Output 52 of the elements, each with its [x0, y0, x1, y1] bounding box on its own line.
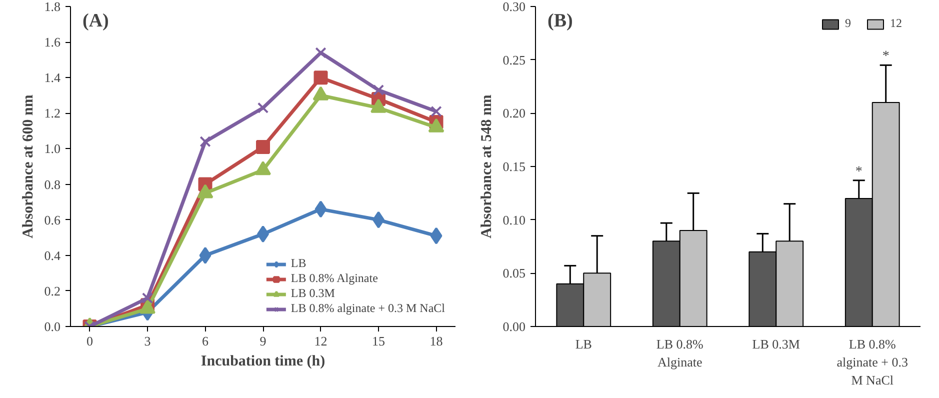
- y-tick-label: 0.10: [502, 212, 526, 228]
- x-tick-label: 3: [144, 334, 151, 348]
- y-tick-label: 0.2: [44, 283, 60, 298]
- y-tick-label: 0.8: [44, 176, 60, 192]
- point: [142, 292, 154, 304]
- point: [314, 70, 328, 85]
- legend-label: 12: [890, 16, 903, 31]
- annotation: *: [855, 164, 862, 180]
- annotation: (B): [548, 10, 573, 32]
- point: [257, 102, 269, 114]
- x-tick-label: LB 0.8% alginate + 0.3 M NaCl: [836, 336, 908, 388]
- x-tick-label: 18: [430, 334, 443, 348]
- x-axis-title: Incubation time (h): [200, 354, 326, 370]
- x-tick-label: 0: [86, 334, 93, 348]
- point: [315, 47, 326, 58]
- point: [200, 136, 211, 148]
- y-tick-label: 0.4: [44, 248, 61, 263]
- x-tick-label: LB 0.3M: [752, 336, 800, 352]
- y-tick-label: 0.0: [44, 319, 60, 334]
- point: [314, 200, 327, 218]
- y-tick-label: 1.0: [44, 141, 60, 156]
- y-axis-title: Absorbance at 548 nm: [478, 94, 495, 238]
- annotation: (A): [82, 10, 109, 32]
- y-tick-label: 0.25: [502, 52, 526, 68]
- x-tick-label: LB: [575, 336, 592, 352]
- y-tick-label: 0.00: [502, 319, 526, 334]
- x-tick-label: 6: [202, 334, 209, 348]
- y-tick-label: 0.30: [502, 0, 526, 14]
- annotation: *: [882, 49, 890, 64]
- point: [256, 140, 270, 154]
- y-tick-label: 1.6: [44, 34, 61, 50]
- y-tick-label: 1.2: [44, 106, 60, 121]
- legend-label: LB 0.8% alginate + 0.3 M NaCl: [290, 301, 445, 316]
- legend-label: 9: [845, 16, 852, 31]
- legend-label: LB 0.3M: [290, 286, 335, 301]
- y-tick-label: 1.4: [44, 70, 61, 86]
- y-tick-label: 1.8: [44, 0, 60, 14]
- y-axis-title: Absorbance at 600 nm: [20, 94, 36, 238]
- point: [430, 106, 442, 117]
- y-tick-label: 0.6: [44, 212, 61, 228]
- x-tick-label: 15: [372, 334, 385, 348]
- x-tick-label: 9: [260, 334, 266, 348]
- point: [372, 84, 384, 96]
- y-tick-label: 0.20: [502, 106, 526, 121]
- point: [199, 246, 212, 264]
- y-tick-label: 0.05: [502, 266, 526, 281]
- x-tick-label: 12: [314, 334, 328, 348]
- legend-label: LB: [290, 256, 308, 271]
- legend-label: LB 0.8% Alginate: [290, 271, 378, 286]
- point: [430, 227, 442, 244]
- x-tick-label: LB 0.8% Alginate: [656, 336, 704, 370]
- y-tick-label: 0.15: [502, 159, 526, 174]
